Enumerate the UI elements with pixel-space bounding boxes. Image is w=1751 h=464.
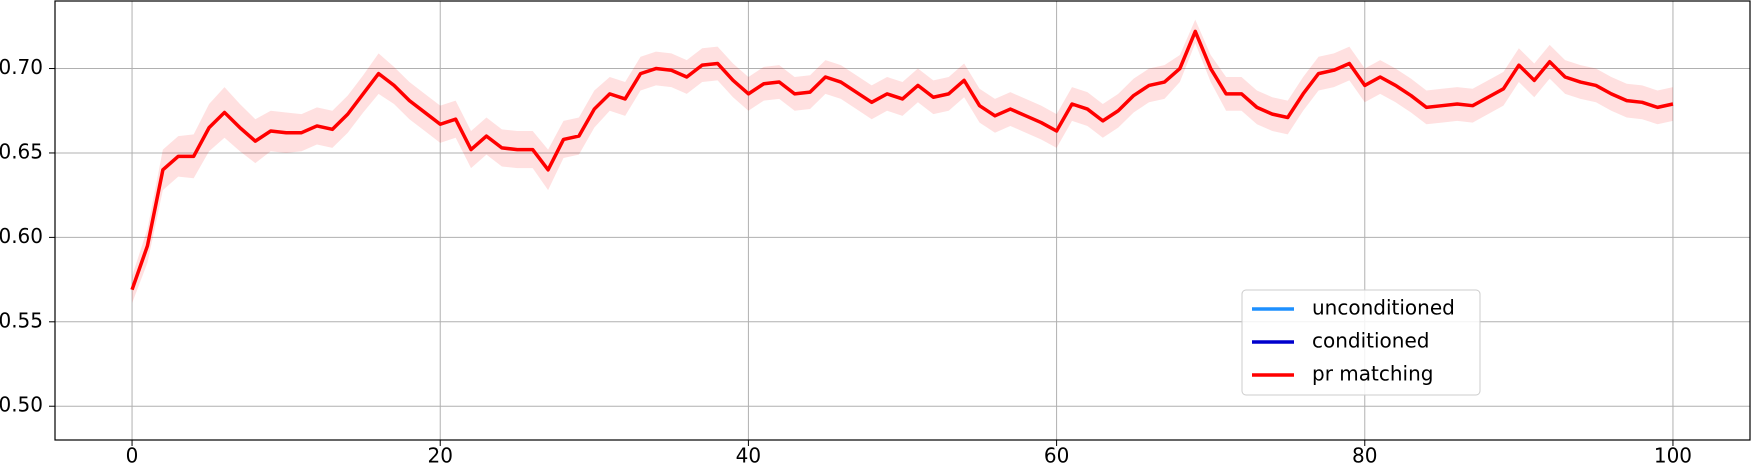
x-tick-label: 0 [126,444,139,464]
plot-frame [54,0,1751,441]
series-line [130,29,1674,291]
y-tick-label: 0.55 [0,308,43,332]
legend-box [1241,289,1481,396]
y-tick-label: 0.50 [0,393,43,417]
y-tick-label: 0.70 [0,55,43,79]
x-tick-label: 80 [1352,444,1377,464]
x-tick-label: 20 [428,444,453,464]
x-tick-label: 60 [1044,444,1069,464]
error-band [132,19,1673,304]
legend-label: unconditioned [1312,296,1455,320]
x-tick-label: 100 [1654,444,1692,464]
legend-label: pr matching [1312,362,1433,386]
y-tick-label: 0.65 [0,139,43,163]
y-tick-label: 0.60 [0,224,43,248]
legend: unconditioned conditioned pr matching [1241,289,1481,396]
legend-label: conditioned [1312,329,1429,353]
x-tick-label: 40 [736,444,761,464]
